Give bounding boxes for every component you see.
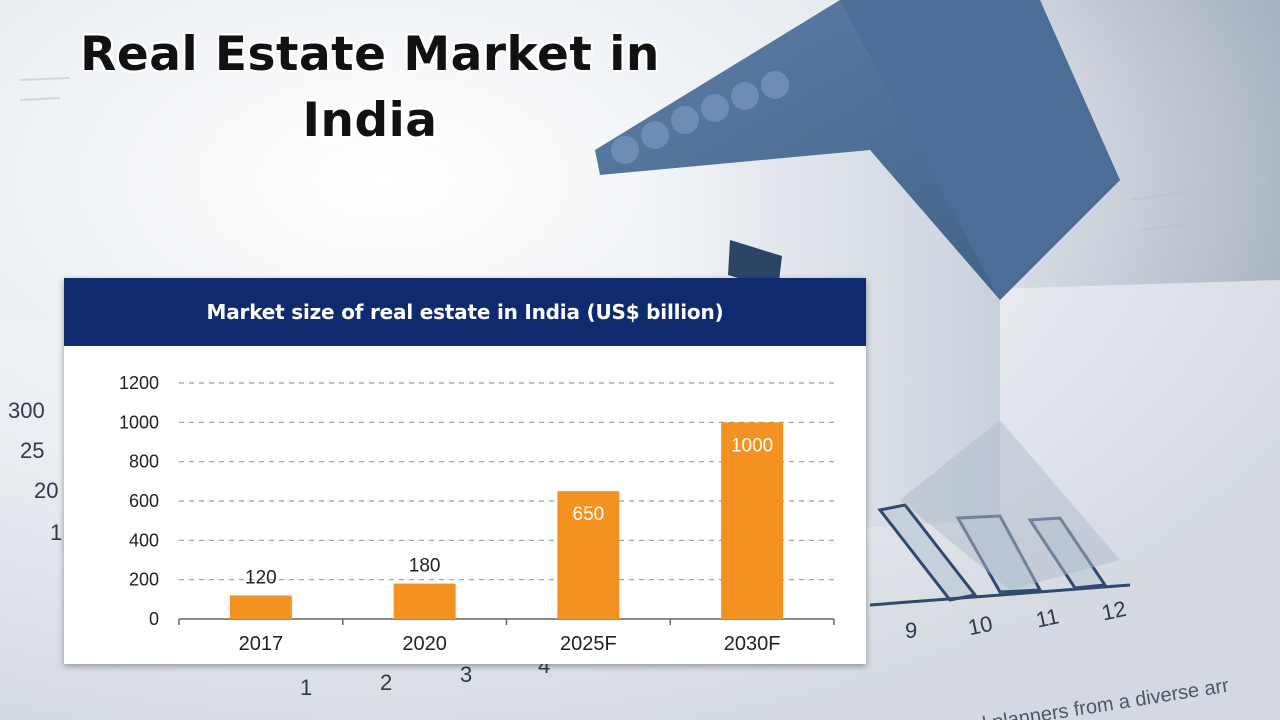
y-tick-label: 1200 (119, 373, 159, 393)
bg-axis-x-12: 12 (1099, 596, 1128, 626)
bg-axis-x-9: 9 (905, 618, 917, 643)
page-headline: Real Estate Market in India (40, 22, 700, 154)
bar (393, 583, 456, 619)
y-tick-label: 1000 (119, 412, 159, 432)
bg-axis-x-11: 11 (1034, 603, 1062, 632)
bg-axis-x-3: 3 (460, 662, 472, 687)
bg-axis-x-10: 10 (966, 611, 995, 641)
chart-title: Market size of real estate in India (US$… (206, 300, 724, 324)
x-category-label: 2020 (402, 633, 447, 655)
bg-axis-y-25: 25 (20, 438, 44, 463)
data-label: 120 (245, 567, 277, 588)
bar-chart: 0 200 400 600 800 1000 1200 2017 120 2020 180 2025F… (119, 373, 835, 655)
y-tick-label: 800 (129, 452, 159, 472)
bg-axis-x-2: 2 (380, 670, 392, 695)
bar (721, 422, 784, 619)
headline-line-1: Real Estate Market in (80, 27, 660, 82)
chart-card: Market size of real estate in India (US$… (64, 278, 866, 664)
y-tick-label: 400 (129, 530, 159, 550)
y-tick-label: 600 (129, 491, 159, 511)
x-category-label: 2017 (239, 633, 284, 655)
bg-axis-y-1: 1 (50, 520, 62, 545)
data-label: 180 (409, 556, 441, 577)
y-tick-label: 0 (149, 609, 159, 629)
x-category-label: 2025F (560, 633, 617, 655)
bar (557, 491, 620, 619)
data-label: 650 (573, 504, 605, 525)
y-tick-label: 200 (129, 570, 159, 590)
chart-header: Market size of real estate in India (US$… (64, 278, 866, 346)
data-label: 1000 (731, 435, 773, 456)
bg-axis-y-20: 20 (34, 478, 58, 503)
bg-axis-x-1: 1 (300, 675, 312, 700)
bar (229, 595, 292, 619)
x-category-label: 2030F (724, 633, 781, 655)
bg-axis-y-300: 300 (8, 398, 45, 423)
headline-line-2: India (302, 93, 438, 148)
